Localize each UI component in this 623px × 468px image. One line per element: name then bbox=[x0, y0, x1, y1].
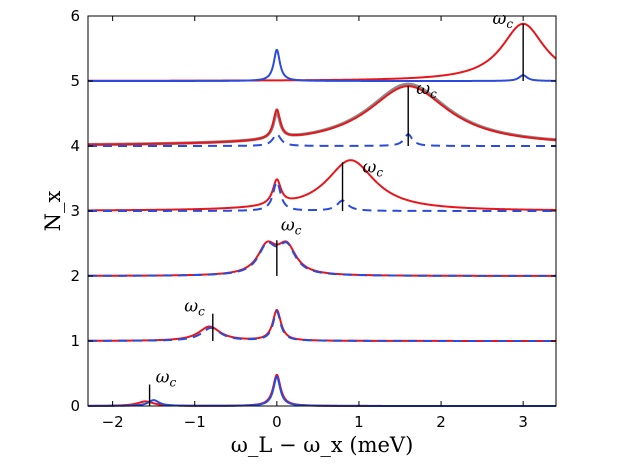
series-line-red bbox=[88, 240, 556, 277]
x-tick-label: 2 bbox=[436, 413, 446, 431]
trace-group-2 bbox=[88, 240, 556, 277]
y-tick-label: 2 bbox=[70, 267, 80, 285]
y-tick-label: 3 bbox=[70, 202, 80, 220]
x-axis-label: ω_L − ω_x (meV) bbox=[231, 433, 414, 457]
trace-group-5 bbox=[88, 22, 557, 82]
trace-group-1 bbox=[88, 308, 556, 342]
x-tick-label: 3 bbox=[518, 413, 528, 431]
series-line-red bbox=[88, 159, 556, 212]
y-tick-label: 1 bbox=[70, 332, 80, 350]
omega-c-label: ωc bbox=[281, 215, 302, 237]
y-tick-label: 0 bbox=[70, 397, 80, 415]
axis-layer: −2 −1 0 1 2 3 0 1 2 3 4 5 6 bbox=[70, 7, 556, 431]
x-tick-label: −1 bbox=[184, 413, 206, 431]
series-line-blue-dashed bbox=[88, 180, 556, 212]
plot-layer bbox=[87, 22, 557, 407]
y-axis-label: N_x bbox=[41, 190, 65, 231]
series-line-red bbox=[88, 22, 557, 82]
y-tick-label: 6 bbox=[70, 7, 80, 25]
series-line-blue bbox=[88, 48, 557, 82]
omega-c-subscript: c bbox=[169, 376, 176, 390]
series-line-blue-dashed bbox=[88, 310, 556, 342]
trace-group-4 bbox=[87, 82, 557, 147]
series-line-blue-dashed bbox=[88, 133, 556, 147]
omega-c-subscript: c bbox=[198, 305, 205, 319]
omega-c-label: ωc bbox=[184, 297, 205, 319]
omega-c-subscript: c bbox=[295, 223, 302, 237]
omega-c-subscript: c bbox=[506, 17, 513, 31]
series-line-red bbox=[88, 85, 557, 146]
omega-c-label: ωc bbox=[156, 368, 177, 390]
omega-c-label: ωc bbox=[493, 9, 514, 31]
omega-c-subscript: c bbox=[430, 87, 437, 101]
omega-c-label: ωc bbox=[416, 79, 437, 101]
y-tick-label: 5 bbox=[70, 72, 80, 90]
x-tick-label: −2 bbox=[102, 413, 124, 431]
series-line-red bbox=[88, 308, 556, 342]
trace-group-3 bbox=[88, 159, 556, 212]
x-tick-label: 1 bbox=[354, 413, 364, 431]
y-tick-label: 4 bbox=[70, 137, 80, 155]
omega-c-label: ωc bbox=[363, 157, 384, 179]
series-line-gray bbox=[87, 82, 557, 147]
omega-c-subscript: c bbox=[376, 165, 383, 179]
series-line-blue-dashed bbox=[88, 241, 556, 277]
x-tick-label: 0 bbox=[272, 413, 282, 431]
